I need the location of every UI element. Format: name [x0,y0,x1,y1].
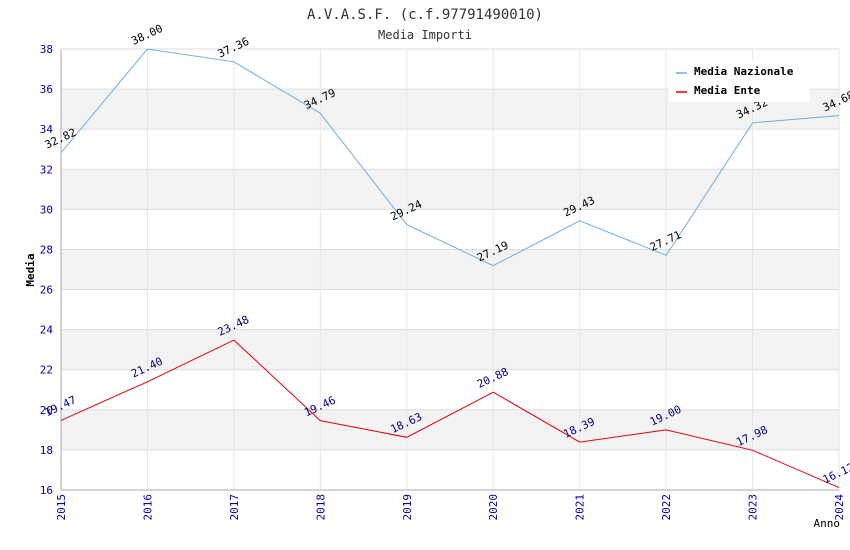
chart-title: A.V.A.S.F. (c.f.97791490010) [307,7,543,23]
plot-band [61,169,839,210]
legend: Media Nazionale Media Ente [669,60,810,102]
y-tick-label: 30 [40,203,53,216]
y-tick-label: 24 [40,324,54,337]
x-axis-title: Anno [814,517,841,530]
grid [60,48,840,491]
x-tick-label: 2015 [55,494,68,521]
y-tick-label: 22 [40,364,53,377]
data-label: 38.00 [129,22,165,48]
y-tick-label: 16 [40,484,53,497]
x-tick-label: 2023 [747,494,760,521]
y-tick-label: 26 [40,284,53,297]
x-tick-label: 2019 [401,494,414,521]
x-tick-label: 2022 [660,494,673,521]
x-tick-label: 2024 [833,494,846,521]
x-tick-label: 2020 [487,494,500,521]
y-axis-title: Media [24,253,37,286]
x-axis-ticks: 2015 2016 2017 2018 2019 2020 2021 2022 2023 2024 [55,494,846,521]
plot-band [61,369,839,410]
x-tick-label: 2016 [141,494,154,521]
chart-subtitle: Media Importi [378,28,472,42]
plot-band [61,449,839,490]
y-tick-label: 34 [40,123,54,136]
plot-band [61,249,839,290]
y-axis-ticks: 16 18 20 22 24 26 28 30 32 34 36 38 [40,43,54,497]
y-tick-label: 32 [40,163,53,176]
x-tick-label: 2021 [574,494,587,521]
legend-label-nazionale: Media Nazionale [694,65,794,78]
plot-band [61,289,839,330]
y-tick-label: 36 [40,83,53,96]
y-tick-label: 28 [40,243,53,256]
y-tick-label: 18 [40,444,53,457]
legend-label-ente: Media Ente [694,84,761,97]
plot-band [61,329,839,370]
y-tick-label: 20 [40,404,53,417]
y-tick-label: 38 [40,43,53,56]
series-layer [60,48,840,489]
series-line-ente [60,339,840,489]
x-tick-label: 2018 [314,494,327,521]
axes [60,49,839,491]
plot-band [61,129,839,170]
plot-band [61,209,839,250]
plot-band [61,409,839,450]
series-line-nazionale [60,48,840,267]
legend-box [669,60,810,102]
plot-background [61,49,839,490]
x-tick-label: 2017 [228,494,241,521]
